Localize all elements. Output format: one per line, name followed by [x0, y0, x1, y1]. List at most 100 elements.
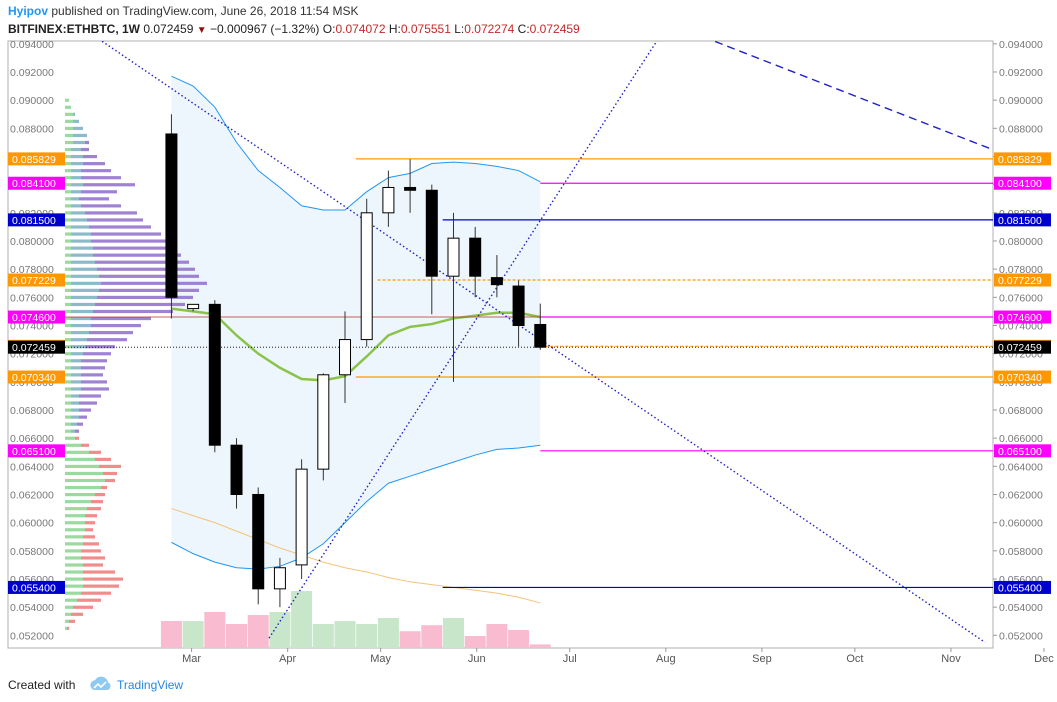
- level-badge-right: 0.081500: [994, 213, 1051, 227]
- candle: [447, 212, 460, 382]
- candle: [360, 198, 373, 347]
- price-badge-label: 0.055400: [998, 582, 1042, 594]
- y-tick-label: 0.054000: [10, 602, 54, 614]
- candle-body: [339, 339, 352, 376]
- y-tick-label: 0.090000: [999, 95, 1043, 107]
- price-badge-bg: [8, 310, 65, 324]
- volume-profile-bar: [65, 485, 101, 490]
- volume-profile-bar: [65, 309, 71, 314]
- volume-profile-bar: [65, 394, 71, 398]
- candle: [230, 438, 243, 509]
- volume-profile-bar: [79, 394, 101, 398]
- volume-profile-bar: [71, 302, 95, 307]
- volume-profile-bar: [65, 464, 99, 469]
- volume-profile-bar: [83, 563, 103, 567]
- volume-profile-bar: [87, 507, 101, 511]
- author-link[interactable]: Hyipov: [8, 4, 49, 18]
- volume-profile-bar: [65, 338, 71, 342]
- volume-profile-bar: [65, 415, 71, 419]
- volume-profile-bar: [65, 366, 71, 370]
- volume-profile-bar: [65, 147, 71, 152]
- y-tick-label: 0.080000: [999, 236, 1043, 248]
- volume-profile-bar: [65, 302, 71, 307]
- volume-bar: [269, 612, 291, 648]
- level-badge-left: 0.081500: [8, 213, 65, 227]
- volume-profile-bar: [99, 464, 121, 469]
- y-tick-label: 0.054000: [999, 602, 1043, 614]
- trend-line: [100, 41, 986, 643]
- candle-body: [490, 277, 503, 286]
- volume-profile-bar: [65, 119, 73, 123]
- volume-profile-bar: [65, 436, 75, 440]
- y-tick-label: 0.052000: [10, 630, 54, 642]
- tradingview-cloud-icon[interactable]: [88, 675, 114, 693]
- price-badge-label: 0.084100: [998, 178, 1042, 190]
- volume-profile-bar: [91, 316, 151, 321]
- volume-profile-bar: [71, 345, 85, 349]
- candle-body: [425, 189, 438, 277]
- price-badge-bg: [994, 340, 1051, 354]
- x-tick-label: Jul: [563, 653, 577, 665]
- volume-profile-bar: [65, 232, 71, 236]
- volume-profile-bar: [71, 218, 87, 222]
- volume-profile-bar: [71, 309, 93, 314]
- volume-profile-bar: [65, 563, 83, 567]
- volume-profile-bar: [65, 478, 105, 483]
- volume-profile-bar: [93, 246, 175, 250]
- y-tick-label: 0.058000: [999, 546, 1043, 558]
- bollinger-fill: [171, 76, 541, 570]
- candle-body: [230, 444, 243, 495]
- level-badge-left: 0.085829: [8, 152, 65, 166]
- volume-profile-bar: [81, 359, 107, 363]
- y-tick-label: 0.094000: [999, 39, 1043, 51]
- price-badge-bg: [8, 213, 65, 227]
- level-badge-left: 0.077229: [8, 273, 65, 287]
- volume-profile-bar: [71, 281, 101, 285]
- volume-bar: [160, 621, 182, 648]
- volume-profile-bar: [65, 260, 71, 264]
- candle: [295, 459, 308, 579]
- y-tick-label: 0.088000: [10, 123, 54, 135]
- volume-profile-bar: [65, 204, 71, 208]
- y-tick-label: 0.062000: [10, 489, 54, 501]
- volume-profile-bar: [75, 436, 79, 440]
- volume-profile-bar: [71, 204, 81, 208]
- volume-profile-bar: [65, 514, 85, 518]
- volume-profile-bar: [65, 331, 71, 335]
- price-chart[interactable]: Mar Apr May Jun Jul Aug Sep Oct Nov Dec 0.094000 0.…: [0, 0, 1057, 672]
- close-value: 0.072459: [529, 22, 580, 36]
- volume-profile-bar: [67, 626, 69, 630]
- volume-profile-bar: [71, 316, 91, 321]
- volume-profile-bar: [65, 549, 81, 553]
- open-value: 0.074072: [335, 22, 386, 36]
- volume-profile-bar: [65, 154, 71, 159]
- volume-profile-bar: [71, 246, 93, 250]
- volume-profile-bar: [65, 422, 71, 426]
- price-change: −0.000967 (−1.32%): [210, 22, 320, 36]
- x-tick-label: Apr: [279, 653, 296, 665]
- volume-profile-bar: [65, 450, 89, 454]
- volume-profile-bar: [65, 542, 83, 546]
- volume-profile-bar: [65, 112, 73, 116]
- volume-profile-bar: [71, 415, 79, 419]
- volume-bar: [182, 621, 204, 648]
- volume-profile-bar: [65, 176, 71, 180]
- high-value: 0.075551: [400, 22, 451, 36]
- volume-profile-bar: [71, 352, 83, 356]
- volume-profile-bar: [65, 380, 71, 384]
- level-badge-right: 0.055400: [994, 580, 1051, 594]
- candle: [490, 255, 503, 298]
- volume-profile-bar: [65, 429, 71, 433]
- volume-profile-bar: [89, 225, 151, 229]
- y-tick-label: 0.058000: [10, 546, 54, 558]
- volume-profile-bar: [65, 492, 95, 497]
- candle-body: [187, 303, 200, 310]
- tradingview-brand[interactable]: TradingView: [117, 678, 184, 692]
- candle-body: [360, 212, 373, 341]
- volume-profile-bar: [79, 408, 91, 412]
- volume-profile-bar: [71, 387, 81, 391]
- x-tick-label: Jun: [468, 653, 486, 665]
- volume-profile-bar: [87, 338, 127, 342]
- y-tick-label: 0.080000: [10, 236, 54, 248]
- x-tick-label: Oct: [846, 653, 863, 665]
